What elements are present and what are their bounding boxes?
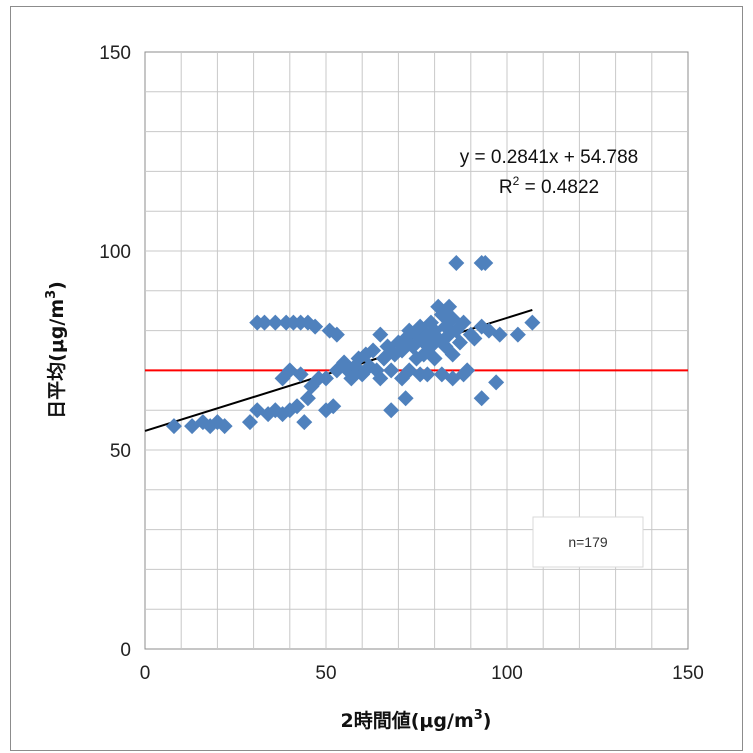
data-point	[241, 414, 258, 431]
x-tick-label: 100	[491, 663, 523, 684]
data-point	[328, 326, 345, 343]
y-tick-label: 50	[110, 441, 131, 462]
data-point	[372, 326, 389, 343]
x-tick-label: 150	[672, 663, 704, 684]
data-point	[165, 418, 182, 435]
data-point	[383, 362, 400, 379]
data-point	[448, 254, 465, 271]
data-point	[451, 334, 468, 351]
data-point	[216, 418, 233, 435]
data-point	[441, 298, 458, 315]
data-point	[455, 314, 472, 331]
data-point	[267, 314, 284, 331]
data-point	[299, 390, 316, 407]
data-point	[459, 362, 476, 379]
data-point	[488, 374, 505, 391]
y-tick-label: 0	[120, 640, 131, 661]
data-point	[325, 398, 342, 415]
data-point	[444, 346, 461, 363]
data-point	[419, 366, 436, 383]
data-point	[509, 326, 526, 343]
data-point	[397, 390, 414, 407]
data-point	[256, 314, 273, 331]
data-point	[466, 330, 483, 347]
data-point	[524, 314, 541, 331]
data-point	[289, 398, 306, 415]
y-tick-label: 150	[99, 43, 131, 64]
tick-labels: 0 50 100 150 0 50 100 150	[99, 43, 704, 684]
n-label: n=179	[568, 534, 608, 550]
x-axis-title: 2時間値(μg/m3)	[341, 708, 492, 732]
data-point	[477, 254, 494, 271]
data-point	[372, 370, 389, 387]
data-point	[365, 342, 382, 359]
data-point	[491, 326, 508, 343]
y-tick-label: 100	[99, 242, 131, 263]
data-point	[473, 390, 490, 407]
x-tick-label: 50	[315, 663, 336, 684]
trendline-equation: y = 0.2841x + 54.788	[460, 147, 639, 168]
data-points	[165, 254, 541, 435]
chart-frame: 0 50 100 150 0 50 100 150 y = 0.2841x + 54.788 …	[10, 6, 743, 751]
data-point	[426, 350, 443, 367]
r-squared-label: R2 = 0.4822	[499, 174, 599, 198]
y-axis-title: 日平均(μg/m3)	[44, 281, 68, 419]
data-point	[383, 402, 400, 419]
n-label-box	[532, 516, 644, 568]
data-point	[296, 414, 313, 431]
x-tick-label: 0	[140, 663, 151, 684]
data-point	[307, 318, 324, 335]
data-point	[292, 366, 309, 383]
data-point	[318, 370, 334, 387]
